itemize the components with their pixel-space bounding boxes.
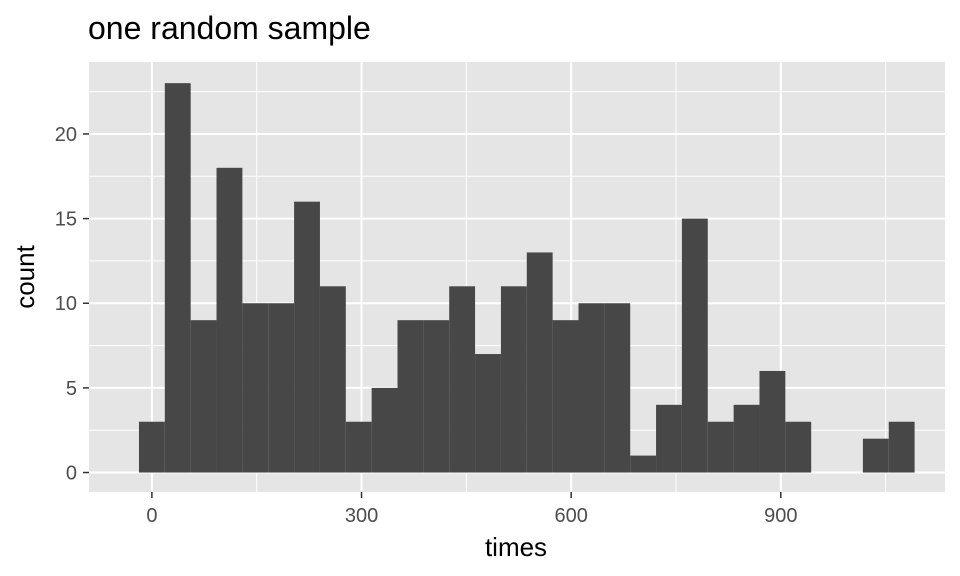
y-tick-label: 0 (66, 463, 77, 485)
x-axis: 0 300 600 900 (146, 492, 797, 527)
histogram-bar (242, 303, 269, 473)
y-tick-label: 10 (55, 293, 77, 315)
histogram-bar (138, 421, 165, 473)
histogram-bar (733, 404, 760, 473)
histogram-bar (190, 320, 217, 473)
y-tick-label: 5 (66, 378, 77, 400)
histogram-bar (862, 438, 889, 473)
histogram-bar (552, 320, 579, 473)
histogram-bar (449, 286, 476, 473)
histogram-bar (164, 83, 191, 473)
histogram-bar (319, 286, 346, 473)
histogram-bar (500, 286, 527, 473)
x-tick-label: 300 (345, 505, 378, 527)
histogram-bar (268, 303, 295, 473)
histogram-bar (216, 167, 243, 473)
histogram-bars (138, 83, 915, 473)
histogram-bar (630, 455, 657, 473)
histogram-bar (759, 370, 786, 473)
histogram-bar (656, 404, 682, 473)
x-axis-title: times (485, 532, 547, 562)
histogram-bar (526, 252, 553, 473)
histogram-bar (345, 421, 372, 473)
histogram-bar (371, 387, 398, 473)
histogram-bar (475, 354, 501, 473)
histogram-bar (578, 303, 605, 473)
histogram-bar (294, 201, 320, 473)
y-axis-title: count (10, 244, 40, 308)
x-tick-label: 900 (764, 505, 797, 527)
chart-title: one random sample (88, 10, 371, 46)
histogram-bar (397, 320, 424, 473)
y-axis: 0 5 10 15 20 (55, 124, 89, 485)
y-tick-label: 15 (55, 209, 77, 231)
histogram-bar (423, 320, 450, 473)
histogram-bar (785, 421, 812, 473)
histogram-bar (888, 421, 915, 473)
histogram-bar (681, 218, 708, 473)
x-tick-label: 0 (146, 505, 157, 527)
y-tick-label: 20 (55, 124, 77, 146)
histogram-bar (604, 303, 631, 473)
histogram-bar (707, 421, 734, 473)
x-tick-label: 600 (554, 505, 587, 527)
